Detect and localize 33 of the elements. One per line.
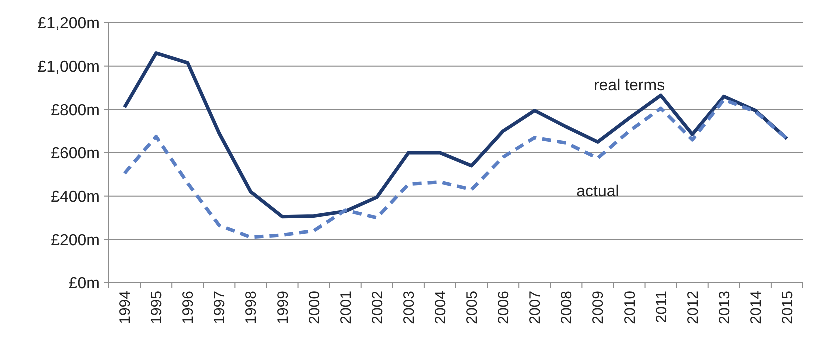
x-tick-label: 1998 [243,291,260,324]
y-tick-label: £0m [68,276,100,293]
line-series [123,52,789,219]
x-tick-label: 2003 [400,291,418,324]
line-series [123,98,789,240]
x-tick-label: 1994 [117,291,134,324]
x-tick-label: 2006 [496,291,513,324]
x-tick-label: 1995 [148,291,166,324]
x-tick-label: 2012 [684,291,702,324]
x-tick-label: 2001 [338,291,355,324]
x-tick-label: 2000 [306,291,324,324]
x-tick-label: 1997 [212,291,229,324]
y-tick-label: £400m [51,188,100,206]
x-tick-label: 2015 [779,291,796,324]
x-tick-label: 2009 [590,291,608,324]
series-label: actual [576,183,620,200]
y-tick-label: £1,000m [38,58,100,76]
x-tick-label: 1999 [274,291,292,324]
x-tick-label: 2005 [464,291,482,324]
y-tick-label: £200m [51,232,100,250]
x-tick-label: 2004 [432,291,450,324]
x-tick-label: 2002 [369,291,386,324]
x-tick-label: 2011 [653,291,670,324]
y-tick-label: £600m [51,146,100,163]
x-tick-label: 2007 [527,291,544,324]
x-tick-label: 2014 [748,291,765,324]
x-tick-label: 1996 [180,291,198,324]
x-tick-label: 2008 [558,291,576,324]
series-label: real terms [594,77,666,94]
y-tick-label: £800m [51,102,100,120]
x-tick-label: 2013 [716,291,734,324]
x-tick-label: 2010 [622,291,639,324]
y-tick-label: £1,200m [38,16,100,33]
